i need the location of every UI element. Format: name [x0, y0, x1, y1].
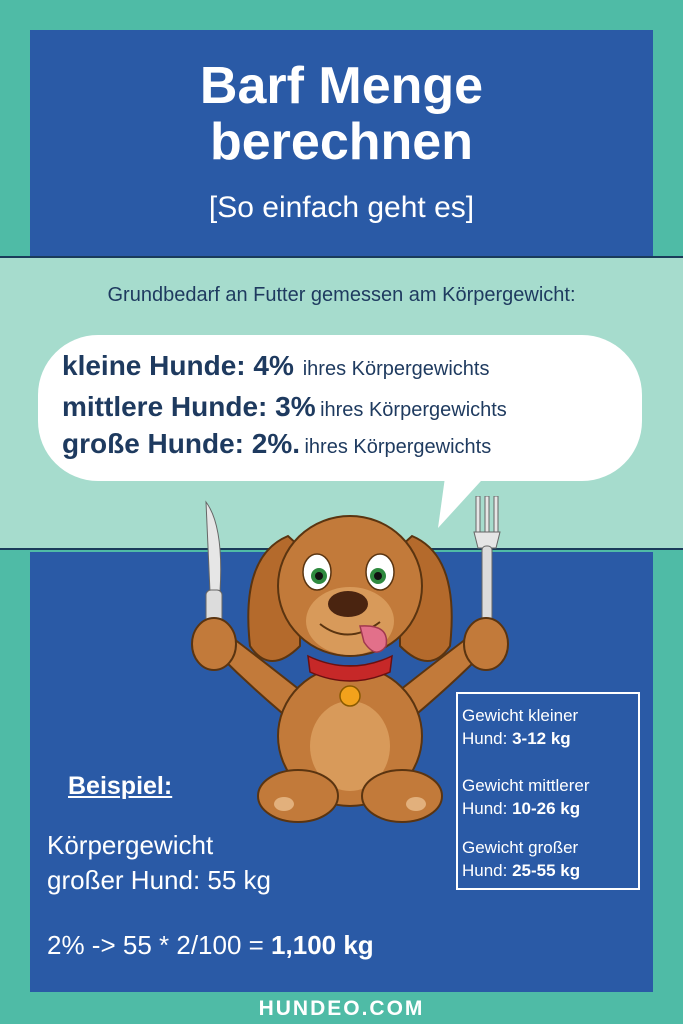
weight-large-value: Hund: 25-55 kg: [462, 861, 580, 881]
weights-box: [456, 692, 640, 890]
weight-prefix: Hund:: [462, 729, 513, 748]
intro-text: Grundbedarf an Futter gemessen am Körper…: [107, 284, 576, 306]
speech-bubble: [38, 335, 642, 481]
weight-medium-label: Gewicht mittlerer: [462, 776, 590, 795]
bubble-line-strong: kleine Hunde: 4%: [62, 350, 294, 381]
title-line-2: berechnen: [210, 113, 473, 171]
bubble-line-medium: mittlere Hunde: 3% ihres Körpergewichts: [62, 391, 507, 423]
bubble-line-strong: große Hunde: 2%.: [62, 428, 301, 459]
bubble-line-rest: ihres Körpergewichts: [320, 399, 507, 421]
calc-formula: 2% -> 55 * 2/100 =: [47, 930, 272, 960]
bubble-line-rest: ihres Körpergewichts: [304, 436, 492, 458]
weight-range: 3-12 kg: [512, 729, 571, 748]
weight-range: 10-26 kg: [512, 799, 581, 818]
example-weight-label: Körpergewicht: [47, 830, 214, 860]
subtitle: [So einfach geht es]: [208, 191, 475, 224]
weight-small-label: Gewicht kleiner: [462, 706, 579, 725]
weight-prefix: Hund:: [462, 861, 513, 880]
weight-prefix: Hund:: [462, 799, 513, 818]
example-weight-value: großer Hund: 55 kg: [47, 865, 272, 895]
speech-bubble-tail: [438, 470, 491, 528]
bubble-line-small: kleine Hunde: 4% ihres Körpergewichts: [62, 350, 489, 382]
weight-small-value: Hund: 3-12 kg: [462, 729, 571, 749]
calc-result: 1,100 kg: [271, 930, 374, 960]
weight-range: 25-55 kg: [512, 861, 581, 880]
title-line-1: Barf Menge: [199, 57, 484, 115]
example-label: Beispiel:: [68, 772, 173, 800]
weight-medium-value: Hund: 10-26 kg: [462, 799, 580, 819]
bubble-line-strong: mittlere Hunde: 3%: [62, 391, 316, 422]
header-panel: [30, 30, 653, 256]
example-calculation: 2% -> 55 * 2/100 = 1,100 kg: [47, 930, 374, 961]
weight-large-label: Gewicht großer: [462, 838, 579, 857]
bubble-line-large: große Hunde: 2%. ihres Körpergewichts: [62, 428, 491, 460]
bubble-line-rest: ihres Körpergewichts: [302, 358, 490, 380]
footer-brand: HUNDEO.COM: [258, 997, 425, 1020]
dog-illustration: [191, 496, 509, 823]
